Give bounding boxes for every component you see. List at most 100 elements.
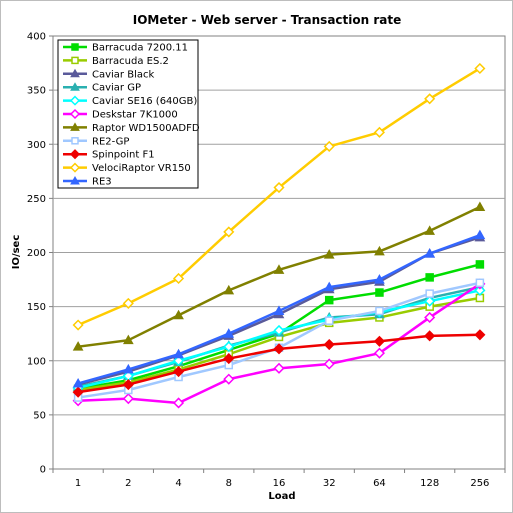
data-point [374, 274, 385, 284]
data-point [223, 284, 235, 295]
legend-swatch-marker [71, 56, 79, 65]
data-point [374, 245, 385, 256]
data-point [323, 249, 335, 259]
data-point [323, 358, 335, 370]
legend-label: Spinpoint F1 [92, 150, 155, 161]
data-point [425, 273, 434, 282]
x-tick-label: 128 [420, 478, 439, 489]
data-point [424, 311, 436, 324]
y-tick-label: 250 [27, 194, 46, 205]
x-tick-label: 32 [323, 478, 336, 489]
legend-swatch-marker [71, 137, 79, 145]
data-point [474, 329, 486, 341]
legend-swatch-marker [69, 149, 81, 160]
legend-label: Caviar GP [92, 83, 141, 94]
data-point [223, 353, 235, 365]
data-point [223, 341, 235, 353]
legend-item: Deskstar 7K1000 [63, 108, 178, 121]
data-point [72, 319, 84, 331]
x-tick-label: 256 [470, 478, 489, 489]
legend-item: Caviar GP [63, 82, 141, 94]
data-point [373, 126, 386, 138]
y-tick-label: 400 [27, 32, 46, 43]
data-point [173, 309, 184, 320]
data-point [373, 335, 386, 347]
data-point [323, 281, 335, 292]
legend-swatch-marker [71, 43, 79, 51]
data-point [273, 305, 285, 315]
data-point [223, 226, 235, 238]
y-tick-label: 200 [27, 248, 46, 259]
legend-label: RE2-GP [92, 136, 129, 147]
data-point [172, 272, 185, 285]
data-point [273, 181, 285, 194]
legend-swatch-marker [69, 108, 81, 120]
legend-swatch-marker [70, 82, 80, 91]
data-point [323, 338, 335, 351]
data-point [323, 140, 335, 152]
gridlines [53, 89, 505, 416]
data-point [474, 201, 486, 212]
legend-label: Barracuda 7200.11 [92, 43, 188, 54]
data-point [424, 295, 436, 307]
series-10 [72, 229, 486, 388]
legend: Barracuda 7200.11 Barracuda ES.2 Caviar Bl… [57, 39, 200, 189]
chart-title: IOMeter - Web server - Transaction rate [133, 13, 402, 27]
legend-label: Caviar SE16 (640GB) [92, 96, 197, 107]
legend-label: Deskstar 7K1000 [92, 110, 178, 121]
legend-swatch-marker [70, 68, 80, 78]
legend-item: Barracuda 7200.11 [63, 43, 188, 54]
data-point [72, 377, 84, 388]
y-tick-label: 100 [27, 356, 46, 367]
legend-swatch-marker [69, 95, 81, 106]
series-8 [72, 329, 486, 398]
data-point [172, 366, 185, 378]
data-point [273, 343, 285, 355]
data-point [474, 62, 486, 75]
y-tick-label: 0 [40, 465, 46, 476]
series-lines [72, 62, 486, 409]
series-6 [72, 201, 486, 351]
data-point [72, 386, 84, 398]
data-point [474, 229, 486, 240]
series-9 [72, 62, 486, 331]
data-point [424, 248, 436, 258]
data-point [172, 355, 185, 367]
x-tick-label: 8 [226, 478, 232, 489]
y-axis-ticks: 0 50 100 150 200 250 300 350 400 [27, 32, 53, 476]
data-point [425, 289, 434, 298]
x-tick-label: 2 [125, 478, 131, 489]
data-point [273, 324, 285, 337]
legend-swatch-marker [70, 122, 80, 131]
y-tick-label: 300 [27, 140, 46, 151]
legend-item: RE2-GP [63, 136, 129, 147]
x-tick-label: 16 [273, 478, 286, 489]
legend-item: RE3 [63, 175, 112, 188]
legend-item: Raptor WD1500ADFD [63, 122, 200, 134]
legend-item: Spinpoint F1 [63, 149, 155, 161]
data-point [72, 341, 84, 351]
data-point [424, 330, 436, 342]
data-point [173, 348, 184, 359]
legend-label: RE3 [92, 177, 112, 188]
legend-swatch-marker [69, 162, 81, 173]
legend-item: Barracuda ES.2 [63, 56, 169, 67]
legend-item: Caviar Black [63, 68, 154, 80]
data-point [375, 306, 384, 316]
x-axis-ticks: 1 2 4 8 16 32 64 128 256 [52, 469, 506, 489]
data-point [474, 284, 486, 296]
x-axis-title: Load [268, 491, 295, 502]
data-point [324, 295, 334, 305]
data-point [375, 288, 384, 297]
data-point [122, 363, 134, 374]
data-point [273, 362, 285, 374]
data-point [122, 379, 134, 391]
legend-swatch-marker [70, 175, 80, 185]
legend-item: Caviar SE16 (640GB) [63, 95, 197, 107]
data-point [223, 373, 235, 385]
data-point [424, 225, 436, 235]
y-tick-label: 150 [27, 302, 46, 313]
legend-label: Barracuda ES.2 [92, 56, 169, 67]
